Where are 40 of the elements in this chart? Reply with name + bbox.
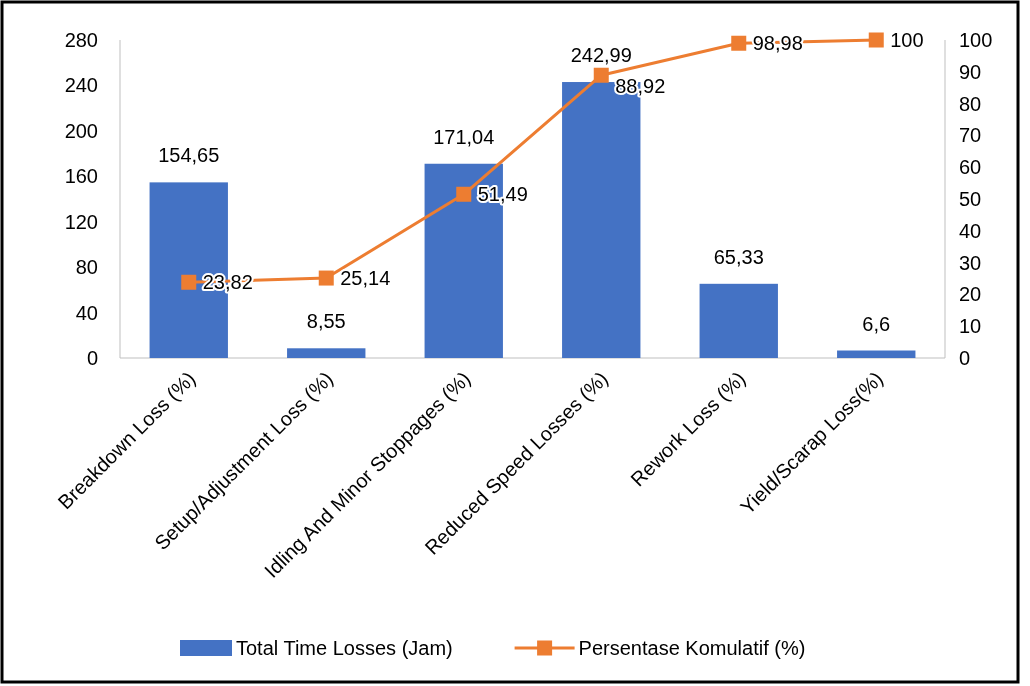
data-label: 171,04 <box>433 125 495 148</box>
bar <box>287 348 366 358</box>
y-tick-label: 240 <box>64 74 98 97</box>
y-tick-label: 280 <box>64 29 98 51</box>
point <box>456 186 472 202</box>
point <box>318 270 334 286</box>
data-label: 6,6 <box>862 312 891 335</box>
y2-tick-label: 60 <box>959 156 982 179</box>
point <box>731 35 747 51</box>
y2-tick-label: 40 <box>959 219 982 242</box>
y-tick-label: 80 <box>75 256 98 279</box>
y2-tick-label: 100 <box>959 29 993 51</box>
y2-tick-label: 10 <box>959 315 982 338</box>
data-label: 100 <box>890 29 924 51</box>
data-label: 242,99 <box>570 44 632 67</box>
y2-tick-label: 80 <box>959 92 982 115</box>
y2-tick-label: 90 <box>959 60 982 83</box>
y-tick-label: 40 <box>75 301 98 324</box>
y2-tick-label: 50 <box>959 188 982 210</box>
bar <box>837 350 916 358</box>
data-label: 88,92 <box>615 75 666 98</box>
data-label: 154,65 <box>158 144 220 167</box>
point <box>593 67 609 83</box>
data-label: 25,14 <box>340 267 391 290</box>
point <box>868 32 884 48</box>
y2-tick-label: 0 <box>959 347 971 369</box>
y2-tick-label: 20 <box>959 283 982 306</box>
y-tick-label: 0 <box>86 347 98 369</box>
bar <box>699 283 778 358</box>
y2-tick-label: 70 <box>959 124 982 147</box>
y-tick-label: 120 <box>64 210 98 233</box>
y-tick-label: 160 <box>64 165 98 188</box>
data-label: 65,33 <box>713 245 764 268</box>
data-label: 8,55 <box>306 310 346 333</box>
point <box>181 274 197 290</box>
y2-tick-label: 30 <box>959 251 982 274</box>
legend-label: Persentase Komulatif (%) <box>578 637 806 659</box>
legend-label: Total Time Losses (Jam) <box>236 637 453 659</box>
data-label: 23,82 <box>202 271 253 294</box>
y-tick-label: 200 <box>64 119 98 142</box>
